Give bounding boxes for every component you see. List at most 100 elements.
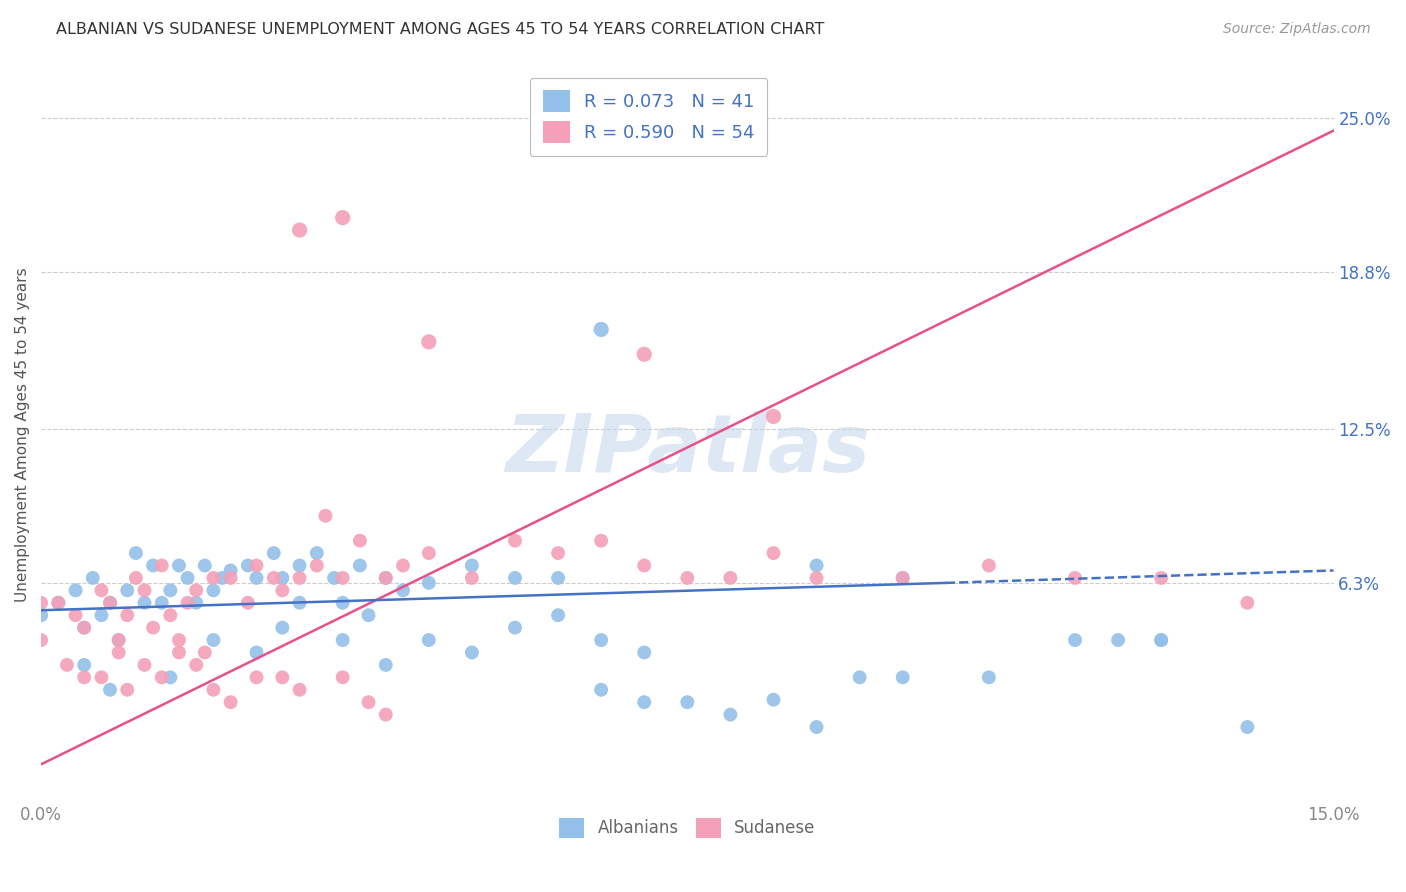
Point	[349, 558, 371, 573]
Point	[891, 670, 914, 684]
Point	[211, 571, 233, 585]
Point	[1236, 720, 1258, 734]
Point	[891, 571, 914, 585]
Point	[718, 707, 741, 722]
Point	[142, 621, 165, 635]
Point	[591, 682, 613, 697]
Point	[349, 533, 371, 548]
Point	[219, 564, 242, 578]
Point	[806, 720, 828, 734]
Point	[1064, 633, 1087, 648]
Point	[65, 583, 87, 598]
Point	[461, 645, 484, 659]
Text: ALBANIAN VS SUDANESE UNEMPLOYMENT AMONG AGES 45 TO 54 YEARS CORRELATION CHART: ALBANIAN VS SUDANESE UNEMPLOYMENT AMONG …	[56, 22, 824, 37]
Point	[374, 657, 396, 672]
Point	[65, 608, 87, 623]
Point	[134, 596, 156, 610]
Point	[245, 645, 267, 659]
Point	[263, 571, 285, 585]
Point	[236, 596, 259, 610]
Y-axis label: Unemployment Among Ages 45 to 54 years: Unemployment Among Ages 45 to 54 years	[15, 268, 30, 602]
Point	[332, 211, 354, 225]
Point	[547, 546, 569, 560]
Point	[134, 657, 156, 672]
Point	[186, 583, 208, 598]
Point	[202, 583, 225, 598]
Point	[461, 558, 484, 573]
Point	[305, 546, 328, 560]
Point	[633, 645, 655, 659]
Point	[219, 571, 242, 585]
Point	[323, 571, 346, 585]
Point	[219, 695, 242, 709]
Point	[176, 596, 198, 610]
Point	[107, 633, 129, 648]
Point	[591, 633, 613, 648]
Point	[891, 571, 914, 585]
Point	[167, 645, 190, 659]
Point	[107, 633, 129, 648]
Point	[56, 657, 79, 672]
Point	[202, 682, 225, 697]
Point	[762, 409, 785, 424]
Point	[30, 633, 52, 648]
Point	[90, 670, 112, 684]
Point	[271, 583, 294, 598]
Point	[125, 546, 148, 560]
Point	[314, 508, 336, 523]
Point	[418, 633, 440, 648]
Point	[718, 571, 741, 585]
Point	[332, 596, 354, 610]
Point	[1150, 571, 1173, 585]
Point	[418, 546, 440, 560]
Point	[90, 608, 112, 623]
Point	[134, 583, 156, 598]
Point	[150, 596, 173, 610]
Point	[503, 621, 526, 635]
Point	[332, 633, 354, 648]
Point	[676, 695, 699, 709]
Point	[245, 571, 267, 585]
Point	[374, 571, 396, 585]
Point	[167, 558, 190, 573]
Point	[186, 657, 208, 672]
Point	[107, 645, 129, 659]
Point	[125, 571, 148, 585]
Legend: Albanians, Sudanese: Albanians, Sudanese	[553, 811, 823, 845]
Text: Source: ZipAtlas.com: Source: ZipAtlas.com	[1223, 22, 1371, 37]
Point	[392, 558, 415, 573]
Point	[194, 558, 217, 573]
Point	[98, 596, 121, 610]
Point	[194, 645, 217, 659]
Point	[461, 571, 484, 585]
Point	[73, 657, 96, 672]
Point	[392, 583, 415, 598]
Point	[503, 571, 526, 585]
Point	[633, 558, 655, 573]
Point	[271, 621, 294, 635]
Point	[159, 670, 181, 684]
Point	[263, 546, 285, 560]
Point	[332, 571, 354, 585]
Point	[288, 571, 311, 585]
Point	[762, 692, 785, 706]
Point	[150, 558, 173, 573]
Point	[806, 571, 828, 585]
Point	[288, 596, 311, 610]
Point	[806, 558, 828, 573]
Point	[633, 347, 655, 361]
Point	[186, 596, 208, 610]
Point	[98, 682, 121, 697]
Point	[271, 670, 294, 684]
Point	[374, 571, 396, 585]
Point	[633, 695, 655, 709]
Point	[30, 608, 52, 623]
Point	[90, 583, 112, 598]
Point	[167, 633, 190, 648]
Point	[547, 571, 569, 585]
Point	[848, 670, 870, 684]
Point	[236, 558, 259, 573]
Point	[357, 695, 380, 709]
Point	[73, 621, 96, 635]
Point	[977, 558, 1000, 573]
